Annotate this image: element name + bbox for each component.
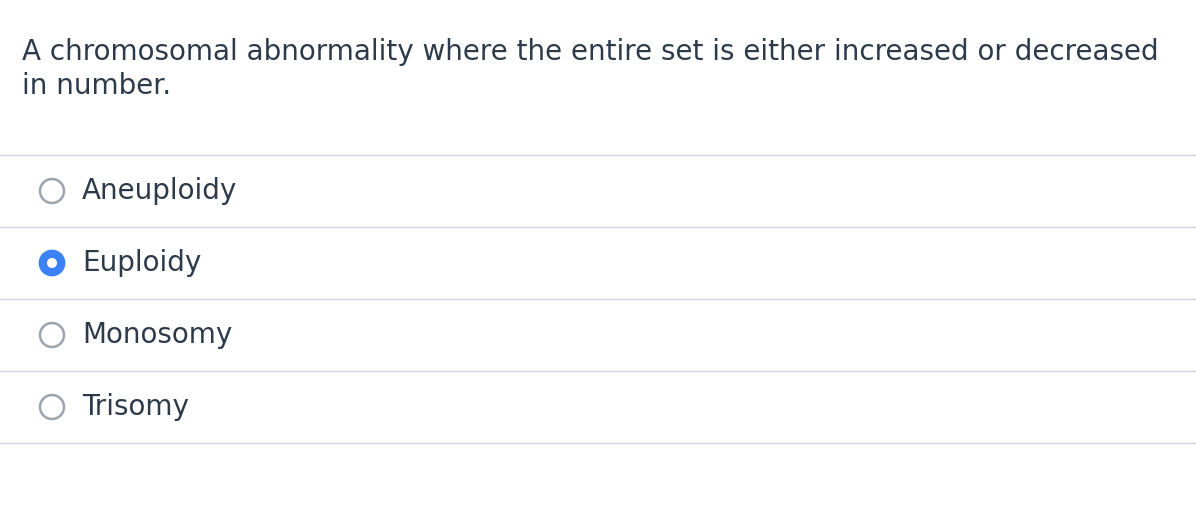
Circle shape [47,258,57,268]
Text: Monosomy: Monosomy [83,321,232,349]
Text: A chromosomal abnormality where the entire set is either increased or decreased: A chromosomal abnormality where the enti… [22,38,1159,66]
Circle shape [39,251,65,275]
Circle shape [39,323,65,347]
Text: Aneuploidy: Aneuploidy [83,177,237,205]
Text: Trisomy: Trisomy [83,393,189,421]
Circle shape [39,179,65,203]
Text: in number.: in number. [22,72,171,100]
Circle shape [39,395,65,419]
Text: Euploidy: Euploidy [83,249,201,277]
